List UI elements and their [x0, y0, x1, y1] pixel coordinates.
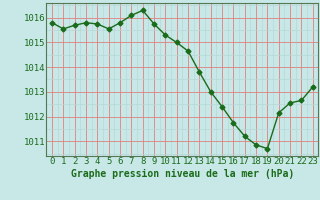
X-axis label: Graphe pression niveau de la mer (hPa): Graphe pression niveau de la mer (hPa) — [71, 169, 294, 179]
